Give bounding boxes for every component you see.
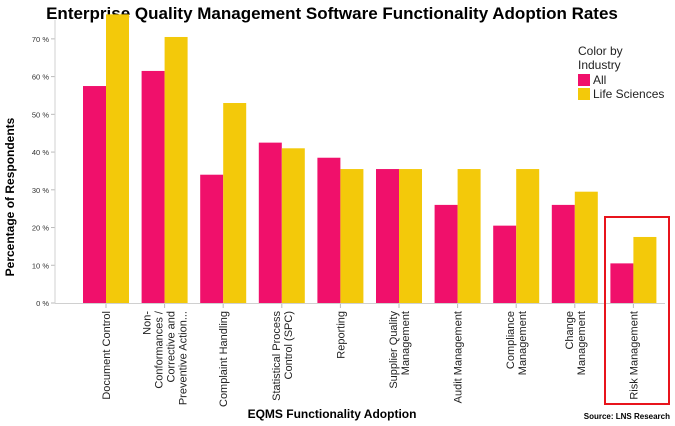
bar-all: [610, 263, 634, 303]
bar-life-sciences: [340, 169, 364, 303]
x-axis-label: EQMS Functionality Adoption: [248, 407, 417, 421]
x-tick-label-line: Non-: [142, 311, 154, 335]
bar-life-sciences: [164, 36, 188, 303]
bar-all: [141, 70, 165, 303]
x-tick-label-line: Management: [517, 311, 529, 375]
x-tick-label: Complaint Handling: [218, 311, 230, 407]
x-tick-label-line: Document Control: [101, 311, 113, 400]
x-tick-label: Risk Management: [628, 311, 640, 400]
x-tick-label: Audit Management: [453, 311, 465, 403]
bar-all: [493, 225, 517, 303]
x-tick-label-line: Risk Management: [628, 311, 640, 400]
x-tick-label-line: Management: [576, 311, 588, 375]
x-tick-label-line: Conformances /: [154, 310, 166, 389]
y-tick-label: 70 %: [32, 35, 49, 44]
y-tick-label: 40 %: [32, 148, 49, 157]
source-note: Source: LNS Research: [584, 412, 670, 421]
y-tick-label: 50 %: [32, 110, 49, 119]
y-tick-label: 30 %: [32, 186, 49, 195]
y-tick-label: 20 %: [32, 224, 49, 233]
legend: Color by Industry All Life Sciences: [578, 44, 664, 101]
y-axis-label: Percentage of Respondents: [3, 117, 17, 276]
chart-title: Enterprise Quality Management Software F…: [46, 4, 618, 23]
bar-life-sciences: [633, 236, 657, 303]
bar-life-sciences: [399, 169, 422, 303]
x-tick-label: Statistical ProcessControl (SPC): [271, 311, 295, 401]
x-tick-label-line: Preventive Action...: [178, 311, 190, 405]
legend-label-life-sciences: Life Sciences: [593, 87, 664, 101]
highlight-box: [604, 216, 670, 405]
bar-life-sciences: [223, 103, 247, 303]
bar-all: [376, 169, 399, 303]
y-tick-label: 0 %: [36, 299, 49, 308]
bar-life-sciences: [516, 169, 540, 303]
bar-all: [83, 86, 106, 304]
x-tick-label-line: Change: [564, 311, 576, 350]
bar-life-sciences: [574, 191, 598, 303]
x-tick-label-line: Management: [400, 311, 412, 375]
y-tick-label: 10 %: [32, 261, 49, 270]
bar-all: [434, 204, 458, 303]
bar-all: [317, 157, 341, 303]
legend-title-line-2: Industry: [578, 58, 621, 72]
x-tick-label: Supplier QualityManagement: [388, 311, 412, 389]
legend-swatch-life-sciences: [578, 88, 590, 100]
bar-life-sciences: [106, 14, 129, 304]
x-tick-label: Reporting: [335, 311, 347, 359]
x-tick-label-line: Supplier Quality: [388, 311, 400, 389]
y-tick-label: 60 %: [32, 73, 49, 82]
bar-life-sciences: [281, 148, 305, 303]
bar-all: [551, 204, 575, 303]
legend-title-line-1: Color by: [578, 44, 623, 58]
x-tick-label-line: Control (SPC): [283, 311, 295, 379]
x-tick-label-line: Compliance: [505, 311, 517, 369]
legend-label-all: All: [593, 73, 606, 87]
x-tick-label-line: Corrective and: [166, 311, 178, 383]
bar-all: [258, 142, 282, 303]
x-tick-label: Document Control: [101, 311, 113, 400]
x-tick-label-line: Complaint Handling: [218, 311, 230, 407]
x-tick-label-line: Audit Management: [453, 311, 465, 403]
x-tick-label: Non-Conformances /Corrective andPreventi…: [142, 310, 190, 405]
x-tick-label-line: Reporting: [335, 311, 347, 359]
legend-swatch-all: [578, 74, 590, 86]
x-tick-label: ComplianceManagement: [505, 311, 529, 375]
x-tick-label-line: Statistical Process: [271, 311, 283, 401]
bar-all: [200, 174, 224, 303]
x-tick-label: ChangeManagement: [564, 311, 588, 375]
bar-life-sciences: [457, 169, 481, 303]
